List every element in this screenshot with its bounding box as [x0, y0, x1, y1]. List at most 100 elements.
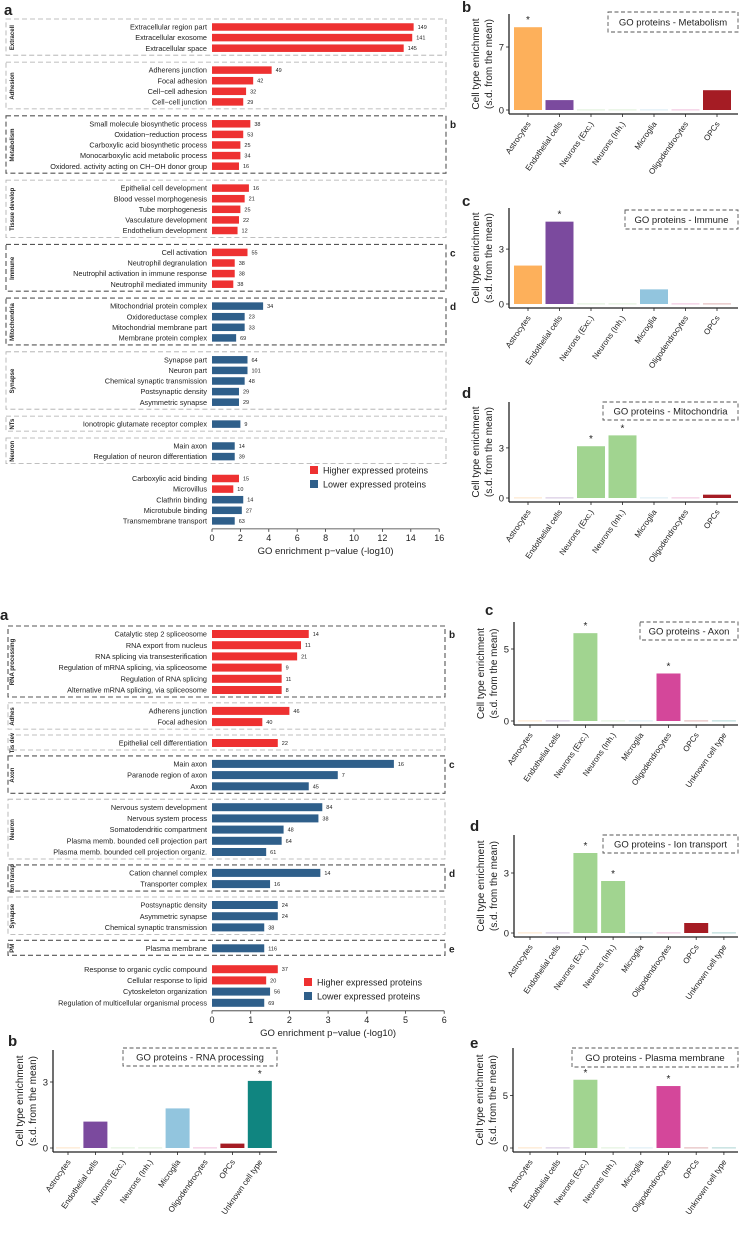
significance-star: * [667, 1074, 671, 1085]
go-bar [212, 23, 414, 31]
bar-zero [671, 303, 700, 305]
protein-count-label: 22 [282, 741, 288, 747]
y-axis-label: (s.d. from the mean) [488, 1055, 499, 1145]
y-tick-label: 3 [499, 443, 504, 454]
go-group: Main axon 14 Regulation of neuron differen… [5, 437, 447, 465]
category-label: Astrocytes [506, 943, 535, 979]
go-bar [212, 771, 338, 780]
y-tick-label: 0 [503, 1144, 508, 1155]
go-term-label: Chemical synaptic transmission [105, 377, 207, 386]
protein-count-label: 16 [398, 762, 404, 768]
go-term-label: Extracellular exosome [135, 33, 207, 42]
go-bar [212, 630, 309, 638]
category-label: Astrocytes [504, 314, 533, 350]
bar-zero [518, 1147, 542, 1149]
protein-count-label: 8 [286, 688, 289, 694]
cell-type-chart-metab: b 0 7 Cell type enrichment (s.d. from the me… [462, 0, 739, 176]
protein-count-label: 29 [243, 400, 249, 406]
category-label: Microglia [633, 314, 659, 346]
go-bar [212, 912, 278, 921]
category-label: OPCs [681, 943, 701, 966]
go-term-label: Tube morphogenesis [139, 205, 208, 214]
bar-zero [577, 303, 605, 305]
go-term-label: Neutrophil activation in immune response [73, 269, 207, 278]
protein-count-label: 33 [249, 325, 255, 331]
protein-count-label: 24 [282, 903, 288, 909]
bar-astrocytes [514, 27, 542, 111]
protein-count-label: 16 [243, 164, 249, 170]
go-group: Extracellular region part 149 Extracellula… [5, 18, 447, 56]
protein-count-label: 38 [254, 122, 260, 128]
protein-count-label: 46 [293, 709, 299, 715]
bar-zero [545, 932, 570, 934]
go-group: Synapse part 64 Neuron part 101 Chemical syn… [5, 351, 447, 410]
y-tick-label: 7 [499, 43, 504, 54]
group-box [5, 115, 447, 174]
x-tick-label: 3 [326, 1015, 331, 1025]
category-label: OPCs [217, 1158, 237, 1181]
go-bar [212, 33, 413, 42]
protein-count-label: 101 [252, 368, 261, 374]
y-tick-label: 0 [499, 494, 504, 505]
go-bar [212, 442, 235, 450]
y-axis-label: Cell type enrichment [471, 18, 482, 109]
go-bar [212, 130, 244, 139]
protein-count-label: 37 [282, 967, 288, 973]
y-axis-label: Cell type enrichment [15, 1055, 26, 1146]
go-term-label: RNA splicing via transesterification [95, 652, 207, 661]
y-tick-label: 3 [499, 245, 504, 256]
significance-star: * [667, 661, 671, 672]
group-box [7, 864, 446, 892]
go-bar [212, 718, 263, 727]
bar-microglia [640, 289, 668, 304]
protein-count-label: 9 [244, 422, 247, 428]
protein-count-label: 15 [243, 477, 249, 483]
go-group: Main axon 16 Paranode region of axon 7 Axon 4… [7, 755, 455, 794]
bar-zero [545, 497, 574, 499]
go-bar [212, 848, 267, 856]
protein-count-label: 38 [239, 261, 245, 267]
chart-title: GO proteins - Immune [635, 215, 729, 226]
category-label: Astrocytes [504, 120, 533, 156]
group-label: RNA processing [10, 638, 16, 685]
bar-zero [545, 1147, 570, 1149]
go-bar [212, 98, 244, 106]
legend-swatch-lower [304, 992, 312, 1000]
go-term-label: Somatodendritic compartment [110, 825, 207, 834]
go-bar [212, 987, 271, 996]
x-tick-label: 10 [349, 533, 359, 543]
category-label: OPCs [702, 508, 722, 531]
group-label: NTs [10, 418, 16, 430]
go-bar [212, 259, 235, 267]
protein-count-label: 34 [267, 304, 273, 310]
category-label: Microglia [620, 1158, 646, 1190]
protein-count-label: 38 [239, 272, 245, 278]
go-bar [212, 312, 245, 321]
go-term-label: Extracellular space [145, 44, 207, 53]
go-bar [212, 377, 245, 385]
protein-count-label: 69 [268, 1001, 274, 1007]
go-term-label: Alternative mRNA splicing, via spliceoso… [67, 686, 207, 695]
group-box [5, 351, 447, 410]
chart-title-box [571, 1047, 739, 1068]
go-term-label: Ionotropic glutamate receptor complex [83, 420, 207, 429]
go-term-label: Oxidation−reduction process [114, 130, 207, 139]
go-term-label: Synapse part [164, 355, 207, 364]
go-bar [212, 686, 282, 694]
go-term-label: Asymmetric synapse [140, 912, 207, 921]
bar-microglia [165, 1108, 190, 1148]
bar-zero [601, 1147, 626, 1149]
protein-count-label: 23 [249, 315, 255, 321]
protein-count-label: 12 [242, 229, 248, 235]
bar-zero [640, 497, 668, 499]
go-bar [212, 302, 264, 310]
protein-count-label: 16 [253, 186, 259, 192]
bar-zero [628, 720, 653, 722]
protein-count-label: 24 [282, 914, 288, 920]
go-bar [212, 205, 241, 214]
bar-zero [711, 720, 736, 722]
go-term-label: Main axon [173, 442, 207, 451]
chart-title-box [122, 1047, 278, 1067]
protein-count-label: 29 [243, 390, 249, 396]
